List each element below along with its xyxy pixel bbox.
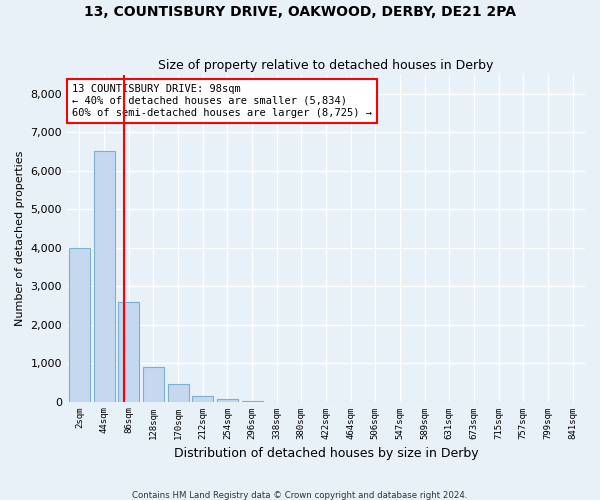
Bar	[217, 400, 238, 402]
Text: Contains HM Land Registry data © Crown copyright and database right 2024.: Contains HM Land Registry data © Crown c…	[132, 490, 468, 500]
Y-axis label: Number of detached properties: Number of detached properties	[15, 150, 25, 326]
X-axis label: Distribution of detached houses by size in Derby: Distribution of detached houses by size …	[174, 447, 478, 460]
Bar	[143, 367, 164, 402]
Text: 13 COUNTISBURY DRIVE: 98sqm
← 40% of detached houses are smaller (5,834)
60% of : 13 COUNTISBURY DRIVE: 98sqm ← 40% of det…	[72, 84, 372, 117]
Bar	[69, 248, 90, 402]
Bar	[94, 150, 115, 402]
Bar	[167, 384, 188, 402]
Title: Size of property relative to detached houses in Derby: Size of property relative to detached ho…	[158, 59, 494, 72]
Bar	[192, 396, 213, 402]
Text: 13, COUNTISBURY DRIVE, OAKWOOD, DERBY, DE21 2PA: 13, COUNTISBURY DRIVE, OAKWOOD, DERBY, D…	[84, 5, 516, 19]
Bar	[118, 302, 139, 402]
